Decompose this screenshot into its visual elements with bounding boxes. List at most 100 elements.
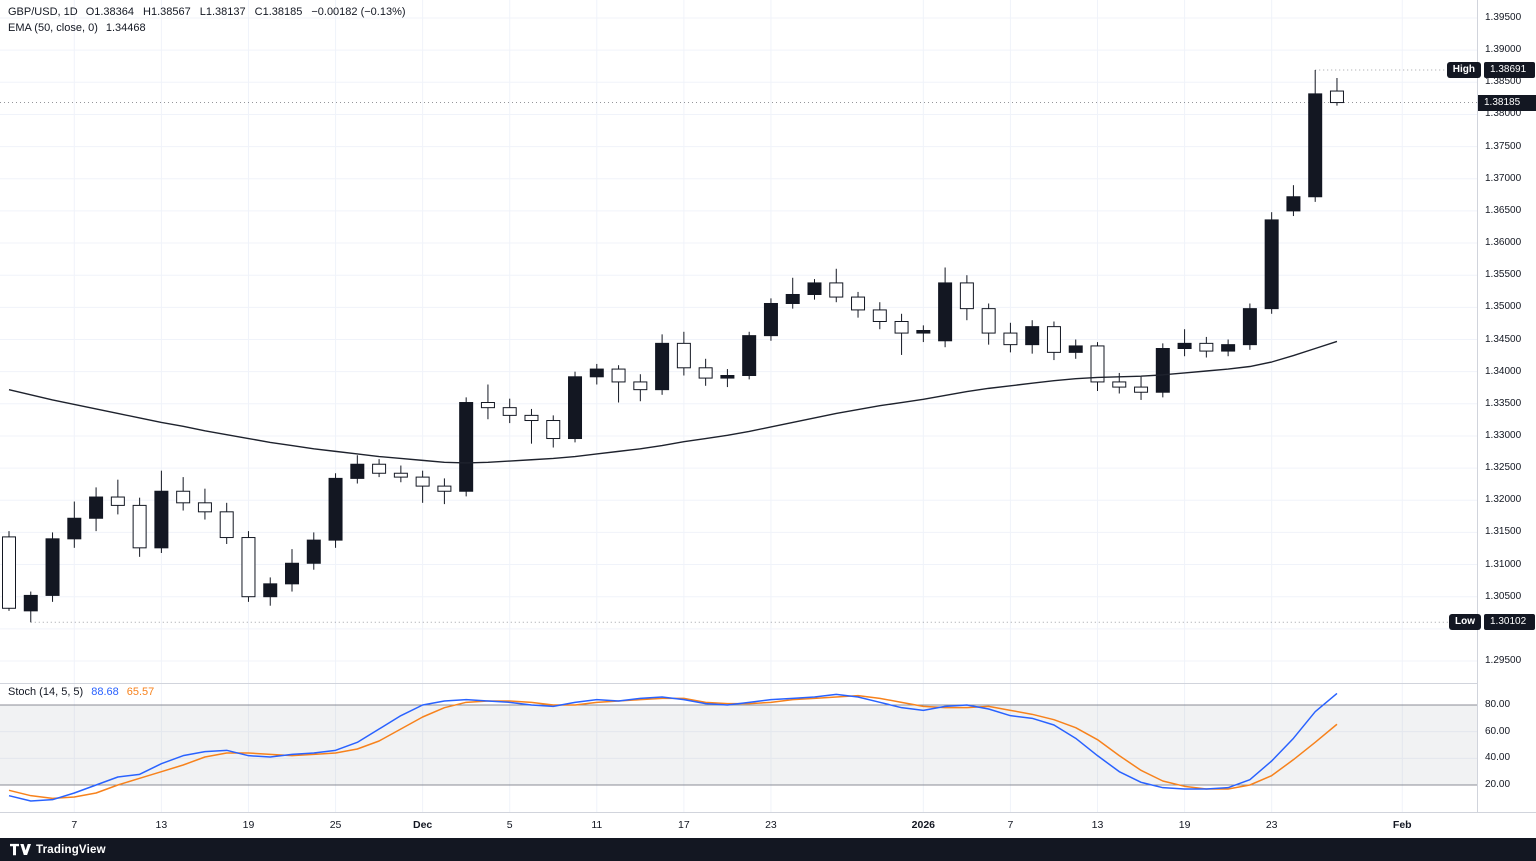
candle-body (807, 282, 822, 295)
candle-body (2, 536, 16, 609)
low-badge-value: 1.30102 (1484, 614, 1535, 631)
candle-body (1155, 348, 1170, 393)
candle-body (894, 320, 909, 334)
close-value: 1.38185 (262, 6, 303, 18)
stoch-k-value: 88.68 (91, 686, 119, 698)
candle-body (524, 414, 539, 422)
price-axis-label: 1.38000 (1485, 108, 1522, 120)
last-price-label: 1.38185 (1478, 94, 1536, 111)
chart-canvas[interactable] (0, 0, 1477, 812)
candle-body (1177, 342, 1192, 350)
ema-label: EMA (50, close, 0) (8, 22, 98, 34)
price-axis-label: 1.36500 (1485, 204, 1522, 216)
price-axis-label: 1.31000 (1485, 558, 1522, 570)
candle-body (589, 368, 604, 378)
candle-body (154, 490, 169, 549)
price-axis-label: 1.31500 (1485, 526, 1522, 538)
high-value: 1.38567 (150, 6, 191, 18)
candle-body (1025, 326, 1040, 346)
ohlc-high: H1.38567 (143, 6, 191, 18)
price-axis-label: 1.36000 (1485, 237, 1522, 249)
candle-body (1199, 342, 1214, 352)
time-axis[interactable]: 7 13 19 25 Dec 5 11 17 23 2026 7 13 19 23 Feb (0, 812, 1536, 838)
time-axis-label: 23 (765, 819, 777, 831)
pane-separator[interactable] (0, 683, 1536, 684)
stoch-label: Stoch (14, 5, 5) (8, 686, 84, 698)
time-axis-label: 19 (242, 819, 255, 831)
candle-body (459, 402, 474, 492)
price-axis-label: 1.39000 (1485, 44, 1522, 56)
candle-body (1242, 308, 1257, 346)
high-badge-label: High (1446, 62, 1481, 79)
low-value: 1.38137 (205, 6, 246, 18)
candle-body (742, 335, 757, 377)
candle-body (1046, 326, 1061, 353)
price-axis-label: 1.33000 (1485, 429, 1522, 441)
candle-body (938, 282, 953, 342)
time-axis-label: 23 (1265, 819, 1278, 831)
tradingview-logo-icon (10, 843, 31, 856)
time-axis-label: 7 (1007, 819, 1014, 831)
price-axis[interactable]: 1.39500 1.39000 1.38500 1.38000 1.37500 1.370… (1477, 0, 1536, 838)
candle-body (829, 282, 844, 298)
price-axis-label: 1.29500 (1485, 655, 1522, 666)
candle-body (785, 293, 800, 304)
price-axis-label: 1.38500 (1485, 76, 1522, 88)
candle-body (851, 296, 866, 311)
candle-body (23, 594, 38, 612)
candle-body (1329, 90, 1344, 104)
candle-body (219, 511, 234, 539)
candle-body (350, 463, 365, 479)
candle-body (676, 342, 691, 369)
symbol-title: GBP/USD, 1D (8, 6, 78, 18)
stoch-axis-label: 20.00 (1485, 779, 1511, 790)
candle-body (1308, 93, 1323, 198)
price-axis-label: 1.32500 (1485, 462, 1522, 474)
price-axis-label: 1.35000 (1485, 301, 1522, 313)
high-label: H (143, 6, 151, 18)
ema-legend: EMA (50, close, 0) 1.34468 (8, 22, 146, 34)
price-axis-label: 1.39500 (1485, 12, 1522, 23)
candle-body (306, 539, 321, 564)
high-badge-value: 1.38691 (1484, 62, 1535, 79)
change-value: −0.00182 (−0.13%) (311, 6, 406, 18)
candle-body (720, 375, 735, 379)
time-axis-label: 5 (506, 819, 513, 831)
time-axis-label: 17 (678, 819, 690, 831)
price-axis-label: 1.34000 (1485, 365, 1522, 377)
candle-body (67, 517, 82, 540)
time-axis-label: 13 (155, 819, 168, 831)
candle-body (1068, 345, 1083, 353)
time-axis-label: 19 (1178, 819, 1191, 831)
symbol-legend: GBP/USD, 1D O1.38364 H1.38567 L1.38137 C… (8, 6, 406, 18)
stoch-axis-label: 80.00 (1485, 699, 1511, 710)
price-axis-label: 1.37500 (1485, 140, 1522, 152)
candle-body (655, 342, 670, 391)
candle-body (285, 562, 300, 585)
price-axis-label: 1.32000 (1485, 494, 1522, 506)
candle-body (437, 485, 452, 492)
candle-body (611, 368, 626, 383)
candle-body (916, 329, 931, 334)
candle-body (1286, 196, 1301, 212)
candle-body (763, 302, 778, 337)
time-axis-label: 11 (591, 819, 603, 831)
candle-body (1090, 345, 1105, 383)
candle-body (959, 282, 974, 310)
ohlc-close: C1.38185 (255, 6, 303, 18)
price-axis-label: 1.30500 (1485, 590, 1522, 602)
candle-body (110, 496, 125, 506)
candle-body (176, 490, 191, 504)
bottom-bar: TradingView (0, 838, 1536, 861)
candle-body (1264, 219, 1279, 310)
tradingview-logo[interactable]: TradingView (10, 843, 106, 856)
time-axis-label: Dec (412, 819, 433, 831)
time-axis-label: Feb (1392, 819, 1412, 831)
candle-body (480, 402, 495, 409)
stoch-axis-label: 40.00 (1485, 752, 1511, 764)
ohlc-open: O1.38364 (86, 6, 134, 18)
candle-body (372, 463, 387, 474)
time-axis-label: 7 (71, 819, 78, 831)
low-price-badge: Low 1.30102 (1449, 614, 1535, 631)
